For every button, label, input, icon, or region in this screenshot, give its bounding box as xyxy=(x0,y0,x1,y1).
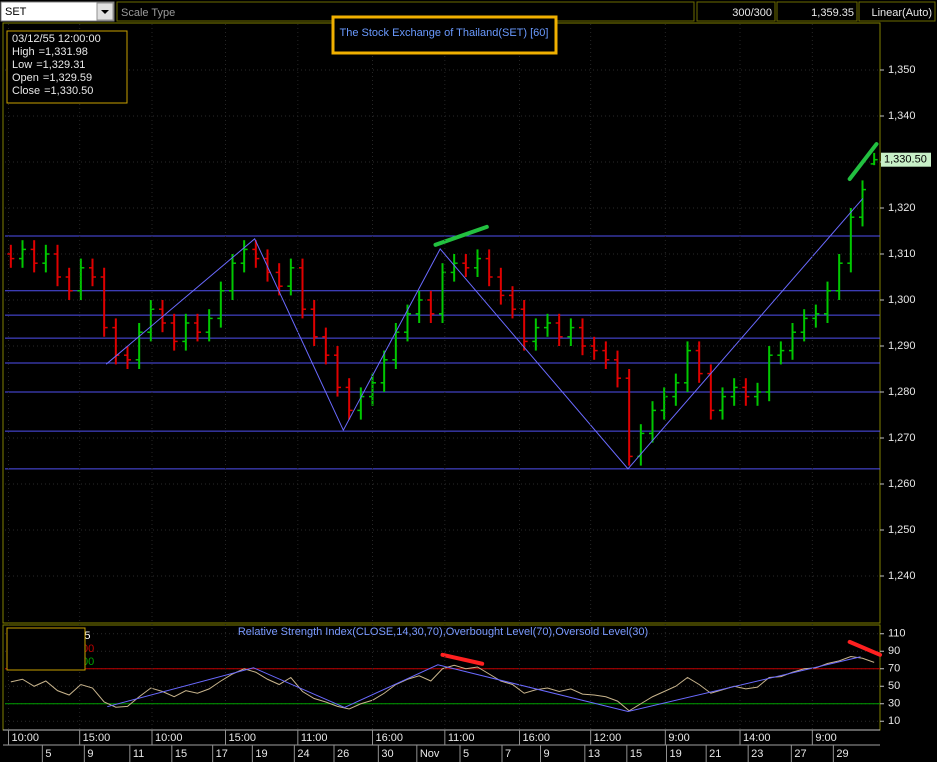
x-date-label: 15 xyxy=(630,748,642,760)
x-date-label: 17 xyxy=(216,748,228,760)
x-date-label: 23 xyxy=(751,748,763,760)
x-tick-label: 16:00 xyxy=(523,732,551,744)
y-tick-label: 1,240 xyxy=(888,570,916,582)
scale-type[interactable]: Scale Type xyxy=(121,7,175,19)
trend-line xyxy=(440,652,485,666)
x-tick-label: 15:00 xyxy=(229,732,257,744)
x-date-label: 5 xyxy=(45,748,51,760)
y-tick-label: 90 xyxy=(888,645,900,657)
info-name: Open xyxy=(12,72,39,84)
x-date-label: 21 xyxy=(709,748,721,760)
toolbar-box xyxy=(858,1,936,22)
info-value: =1,330.50 xyxy=(44,85,93,97)
y-tick-label: 1,270 xyxy=(888,432,916,444)
trend-line xyxy=(107,656,861,713)
x-tick-label: 11:00 xyxy=(448,732,475,744)
last-price-label: 1,330.50 xyxy=(884,154,927,166)
y-tick-label: 1,310 xyxy=(888,248,916,260)
trend-line xyxy=(847,639,882,657)
x-date-label: 15 xyxy=(175,748,187,760)
y-tick-label: 1,300 xyxy=(888,294,916,306)
y-tick-label: 1,340 xyxy=(888,110,916,122)
symbol-box[interactable] xyxy=(0,1,115,22)
toolbar-box xyxy=(776,1,858,22)
x-date-label: 24 xyxy=(297,748,309,760)
title-box xyxy=(331,15,558,55)
y-tick-label: 1,260 xyxy=(888,478,916,490)
x-tick-label: 9:00 xyxy=(815,732,836,744)
dropdown-arrow xyxy=(101,10,109,14)
x-date-label: 30 xyxy=(381,748,393,760)
last-price-tag xyxy=(881,152,931,167)
rsi-legend-box xyxy=(6,627,86,671)
y-tick-label: 110 xyxy=(888,628,906,640)
info-name: Close xyxy=(12,85,40,97)
info-value: =1,329.59 xyxy=(43,72,92,84)
chart-title: The Stock Exchange of Thailand(SET) [60] xyxy=(340,27,549,39)
y-tick-label: 1,320 xyxy=(888,202,916,214)
info-box xyxy=(6,30,128,104)
x-tick-label: 16:00 xyxy=(376,732,404,744)
info-row: Close =1,330.50 xyxy=(12,85,93,97)
x-date-label: 13 xyxy=(588,748,600,760)
x-date-label: 19 xyxy=(255,748,267,760)
x-date-label: Nov xyxy=(420,748,440,760)
y-tick-label: 30 xyxy=(888,698,900,710)
bar-count: 300/300 xyxy=(732,7,772,19)
x-tick-label: 11:00 xyxy=(301,732,328,744)
y-tick-label: 50 xyxy=(888,680,900,692)
x-date-label: 19 xyxy=(670,748,682,760)
x-tick-label: 12:00 xyxy=(594,732,622,744)
x-date-label: 9 xyxy=(544,748,550,760)
x-tick-label: 15:00 xyxy=(83,732,111,744)
info-value: =1,331.98 xyxy=(39,46,88,58)
info-row: Open =1,329.59 xyxy=(12,72,92,84)
x-date-label: 9 xyxy=(87,748,93,760)
scale-mode[interactable]: Linear(Auto) xyxy=(871,7,932,19)
info-name: Low xyxy=(12,59,32,71)
info-row: Low =1,329.31 xyxy=(12,59,85,71)
x-date-label: 27 xyxy=(794,748,806,760)
cursor-price: 1,359.35 xyxy=(811,7,854,19)
x-date-label: 5 xyxy=(463,748,469,760)
y-tick-label: 1,280 xyxy=(888,386,916,398)
toolbar-box xyxy=(696,1,776,22)
symbol[interactable]: SET xyxy=(5,6,27,18)
info-row: High =1,331.98 xyxy=(12,46,88,58)
x-date-label: 29 xyxy=(836,748,848,760)
x-date-label: 26 xyxy=(337,748,349,760)
info-value: =1,329.31 xyxy=(36,59,85,71)
x-date-label: 7 xyxy=(505,748,511,760)
trend-line xyxy=(847,142,879,182)
x-tick-label: 10:00 xyxy=(12,732,40,744)
rsi-title: Relative Strength Index(CLOSE,14,30,70),… xyxy=(238,626,648,638)
y-tick-label: 70 xyxy=(888,663,900,675)
x-tick-label: 14:00 xyxy=(743,732,771,744)
y-tick-label: 1,250 xyxy=(888,524,916,536)
y-tick-label: 1,350 xyxy=(888,64,916,76)
y-tick-label: 10 xyxy=(888,715,900,727)
trend-line xyxy=(106,198,863,470)
info-name: High xyxy=(12,46,35,58)
x-tick-label: 9:00 xyxy=(668,732,689,744)
trend-line xyxy=(433,224,489,247)
info-datetime: 03/12/55 12:00:00 xyxy=(12,33,101,45)
x-tick-label: 10:00 xyxy=(155,732,183,744)
x-date-label: 11 xyxy=(133,748,144,760)
y-tick-label: 1,290 xyxy=(888,340,916,352)
